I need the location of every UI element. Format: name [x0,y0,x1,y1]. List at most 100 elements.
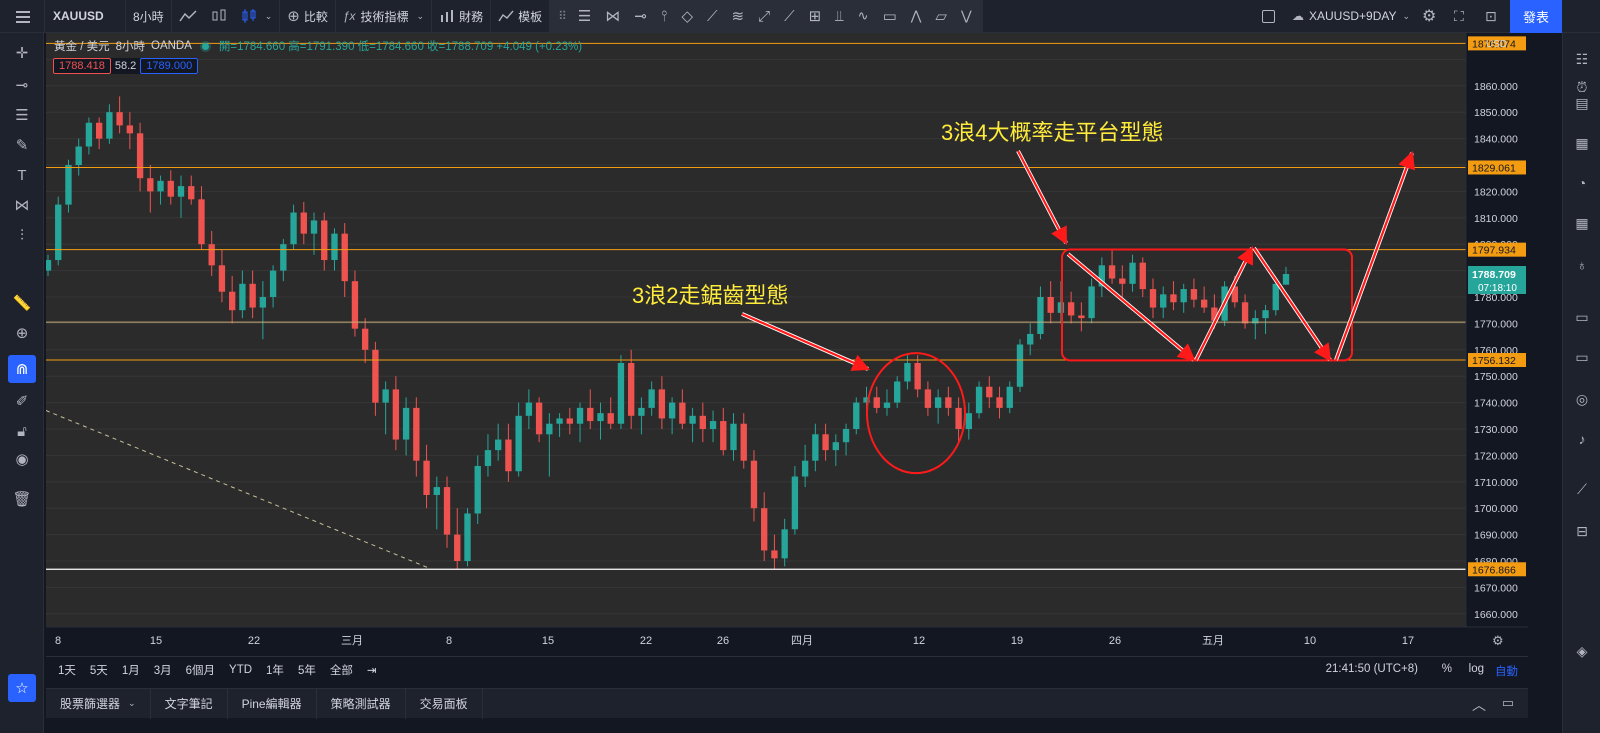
candle-body [975,386,983,414]
pitchfork-tool-icon[interactable]: ☰ [577,8,592,25]
hide-drawings-tool[interactable]: ◉ [8,445,36,473]
range-5y[interactable]: 5年 [297,664,316,677]
auto-scale-toggle[interactable]: 自動 [1495,666,1518,678]
price-range-tool-icon[interactable]: ⫫ [835,7,844,25]
trend-button[interactable]: ⟋ [1572,479,1592,499]
vertical-line-tool-icon[interactable]: ⫯ [660,7,668,25]
measure-tool[interactable]: 📏 [8,289,36,317]
ask-price[interactable]: 1789.000 [140,58,199,74]
brush-tool[interactable]: ✎ [8,131,36,159]
level-label-text: 1676.866 [1472,564,1516,576]
layout-checkbox[interactable] [1255,0,1282,33]
parallel-channel-tool-icon[interactable]: ≋ [731,8,745,25]
line-tool[interactable]: ⊸ [8,71,36,99]
fullscreen-button[interactable]: ⛶ [1447,0,1471,33]
tab-trading-panel[interactable]: 交易面板 [406,688,483,719]
candle-body [239,283,246,311]
cross-line-tool-icon[interactable]: ⊞ [808,8,822,25]
candle [85,117,93,155]
pattern-tool[interactable]: ⋈ [8,191,36,219]
data-window-button[interactable]: ▤ [1572,93,1592,113]
hamburger-icon [14,8,30,24]
notifications-button[interactable]: ♪ [1572,429,1592,449]
fib-tool[interactable]: ☰ [8,101,36,129]
settings-button[interactable]: ⚙ [1415,0,1443,33]
tab-strategy-tester[interactable]: 策略測試器 [317,688,406,719]
brush-tool-icon[interactable]: ▱ [935,8,947,25]
magnet-tool[interactable]: ⋒ [8,355,36,383]
tab-text-notes[interactable]: 文字筆記 [151,688,228,719]
range-6m[interactable]: 6個月 [185,664,216,677]
streams-button[interactable]: ◎ [1572,389,1592,409]
candle [842,423,850,456]
watchlist-button[interactable]: ☷ [1572,49,1592,69]
range-1y[interactable]: 1年 [266,664,284,677]
horizontal-line-tool-icon[interactable]: ⊸ [634,8,647,25]
remove-drawings-tool[interactable]: 🗑︎ [8,485,36,513]
abcd-tool-icon[interactable]: ⋀ [910,8,922,23]
text-tool[interactable]: T [8,161,36,189]
ray-tool-icon[interactable]: ⤢ [758,7,771,25]
tab-stock-screener[interactable]: 股票篩選器 ⌄ [46,688,151,719]
icons-tool[interactable] [8,251,36,279]
indicators-button[interactable]: ƒx 技術指標 ⌄ [336,0,431,33]
candle-body [648,389,655,408]
trend-line-tool-icon[interactable]: ⟋ [707,7,718,25]
candle-body [679,402,686,424]
zoom-tool[interactable]: ⊕ [8,319,36,347]
collapse-panel-button[interactable]: ︿ [1472,697,1486,713]
range-3m[interactable]: 3月 [153,664,172,677]
wxy-tool-icon[interactable]: ⋁ [960,8,972,23]
tab-pine-editor[interactable]: Pine編輯器 [228,688,317,719]
lock-drawings-tool[interactable]: 🔓︎ [8,417,36,445]
range-ytd[interactable]: YTD [229,663,253,676]
range-all[interactable]: 全部 [329,664,353,677]
callout-tool-icon[interactable]: ▭ [882,8,897,25]
compare-button[interactable]: ⊕ 比較 [280,0,335,33]
wave-tool-icon[interactable]: ∿ [857,8,869,23]
messages-button[interactable]: ▭ [1572,347,1592,367]
ellipse-tool-icon[interactable]: ◇ [681,8,694,25]
interval-button[interactable]: 8小時 [133,9,164,24]
log-scale-toggle[interactable]: log [1468,663,1484,675]
calendar-button[interactable]: ▦ [1572,213,1592,233]
price-tick-label: 1740.000 [1474,398,1518,410]
publish-button[interactable]: 發表 [1510,0,1562,33]
ideas-button[interactable]: ♁ [1572,255,1592,275]
price-tick-label: 1770.000 [1474,318,1518,330]
candle [106,104,113,144]
order-panel-button[interactable]: ⊟ [1572,521,1592,541]
layout-name-button[interactable]: ☁ XAUUSD+9DAY ⌄ [1285,0,1417,33]
xabcd-tool-icon[interactable]: ⋈ [605,8,621,25]
favorites-button[interactable]: ☆ [8,674,36,702]
alerts-button[interactable]: ⏰︎ [1572,77,1592,97]
range-1m[interactable]: 1月 [121,664,140,677]
templates-button[interactable]: 模板 [491,0,549,33]
symbol-search-button[interactable]: XAUUSD [53,9,104,23]
range-5d[interactable]: 5天 [89,664,108,677]
price-chart[interactable]: 3浪2走鋸齒型態 3浪4大概率走平台型態 1860.000 1850.000 1840.… [46,33,1528,655]
layers-button[interactable]: ◈ [1572,641,1592,661]
menu-button[interactable] [0,0,44,33]
bid-price[interactable]: 1788.418 [53,58,111,74]
line-chart-type-button[interactable] [172,0,204,33]
news-button[interactable]: ▦ [1572,133,1592,153]
financials-button[interactable]: 財務 [432,0,490,33]
candle-chart-type-button[interactable]: ⌄ [234,0,280,33]
timezone-clock[interactable]: 21:41:50 (UTC+8) [1325,663,1418,675]
candle-body [249,283,256,308]
extended-line-tool-icon[interactable]: ⟋ [784,7,795,25]
stay-in-drawing-tool[interactable]: ✐ [8,387,36,415]
crosshair-tool[interactable]: ✛ [8,39,36,67]
percent-scale-toggle[interactable]: % [1441,663,1452,675]
maximize-panel-button[interactable]: ▭ [1501,695,1514,710]
goto-date-button[interactable]: ⇥ [360,663,384,677]
hotlist-button[interactable]: ◔ [1572,173,1592,193]
range-1d[interactable]: 1天 [58,664,76,677]
bar-chart-type-button[interactable] [204,0,234,33]
snapshot-button[interactable]: ⊡ [1478,0,1504,33]
chats-button[interactable]: ▭ [1572,307,1592,327]
candle-body [535,402,543,435]
drag-handle-icon[interactable]: ⠿ [558,9,567,23]
prediction-tool[interactable]: ⫶ [8,221,36,249]
